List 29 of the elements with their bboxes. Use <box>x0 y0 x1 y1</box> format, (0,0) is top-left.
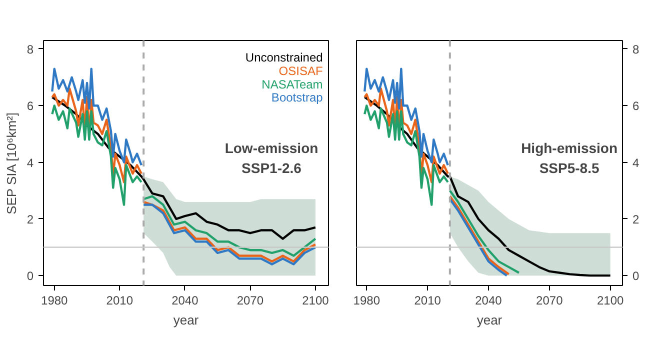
text: OSISAF <box>278 64 323 78</box>
y-tick-label: 4 <box>26 156 34 170</box>
x-tick-label: 2100 <box>302 294 330 308</box>
x-tick-label: 1980 <box>41 294 68 308</box>
y-tick-label: 6 <box>26 99 34 114</box>
text: NASATeam <box>262 77 323 92</box>
y-tick-label: 8 <box>632 42 640 56</box>
x-tick-label: 2070 <box>536 294 564 308</box>
x-tick-label: 2010 <box>414 294 442 308</box>
x-tick-label: 2070 <box>236 294 264 308</box>
annotation: High-emission SSP5-8.5 <box>521 140 618 176</box>
y-tick-label: 2 <box>632 212 640 226</box>
annotation: Low-emission SSP1-2.6 <box>224 140 318 176</box>
text: Bootstrap <box>271 90 324 105</box>
y-tick-label: 0 <box>632 269 640 284</box>
x-tick-label: 2040 <box>475 294 502 308</box>
x-axis-title: year <box>173 312 200 328</box>
y-axis-title: SEP SIA [10⁶km²] <box>4 112 19 214</box>
x-axis-title: year <box>476 312 503 328</box>
x-tick-label: 1980 <box>353 294 380 308</box>
x-tick-label: 2010 <box>106 294 134 308</box>
y-tick-label: 2 <box>26 212 34 226</box>
y-tick-label: 0 <box>26 269 34 284</box>
text: Unconstrained <box>245 50 323 64</box>
x-tick-label: 2100 <box>596 294 624 308</box>
y-tick-label: 8 <box>26 42 34 56</box>
y-tick-label: 6 <box>632 99 640 114</box>
y-tick-label: 4 <box>632 156 640 170</box>
x-tick-label: 2040 <box>172 294 199 308</box>
